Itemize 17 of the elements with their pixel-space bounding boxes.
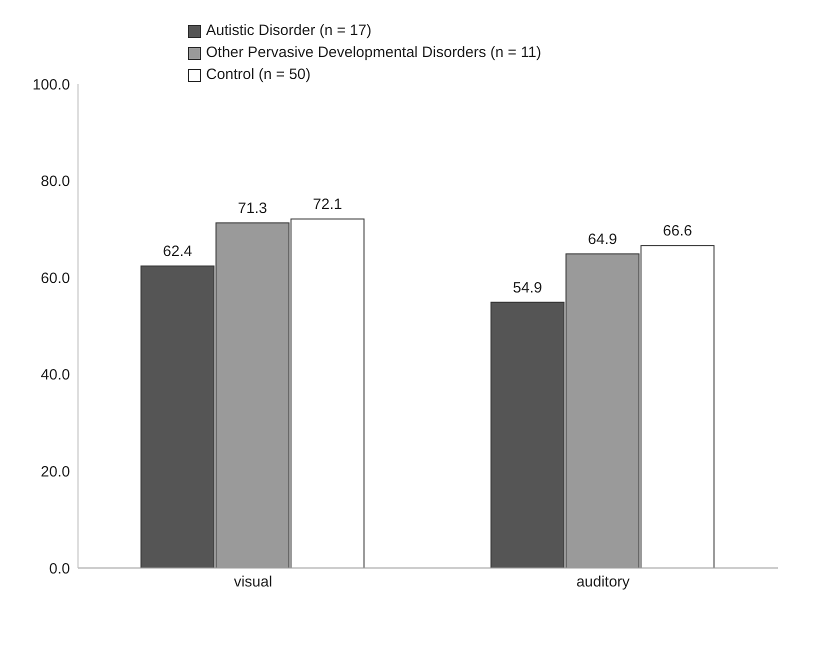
y-tick-label: 0.0 — [49, 560, 70, 578]
y-tick-label: 100.0 — [32, 76, 70, 94]
x-tick-label: auditory — [576, 574, 630, 591]
legend-label: Autistic Disorder (n = 17) — [206, 21, 372, 41]
data-label: 66.6 — [662, 222, 692, 240]
y-tick-label: 60.0 — [40, 270, 70, 287]
legend-label: Other Pervasive Developmental Disorders (n = 11) — [206, 43, 542, 63]
data-label: 62.4 — [162, 242, 192, 260]
y-tick-label: 80.0 — [40, 173, 70, 190]
y-tick-label: 40.0 — [40, 366, 70, 384]
legend-label: Control (n = 50) — [206, 65, 311, 85]
y-tick-label: 20.0 — [40, 464, 70, 481]
data-label: 72.1 — [312, 196, 342, 214]
data-label: 71.3 — [238, 200, 268, 217]
x-tick-label: visual — [234, 574, 272, 591]
data-label: 54.9 — [512, 279, 542, 296]
data-label: 64.9 — [588, 230, 618, 248]
